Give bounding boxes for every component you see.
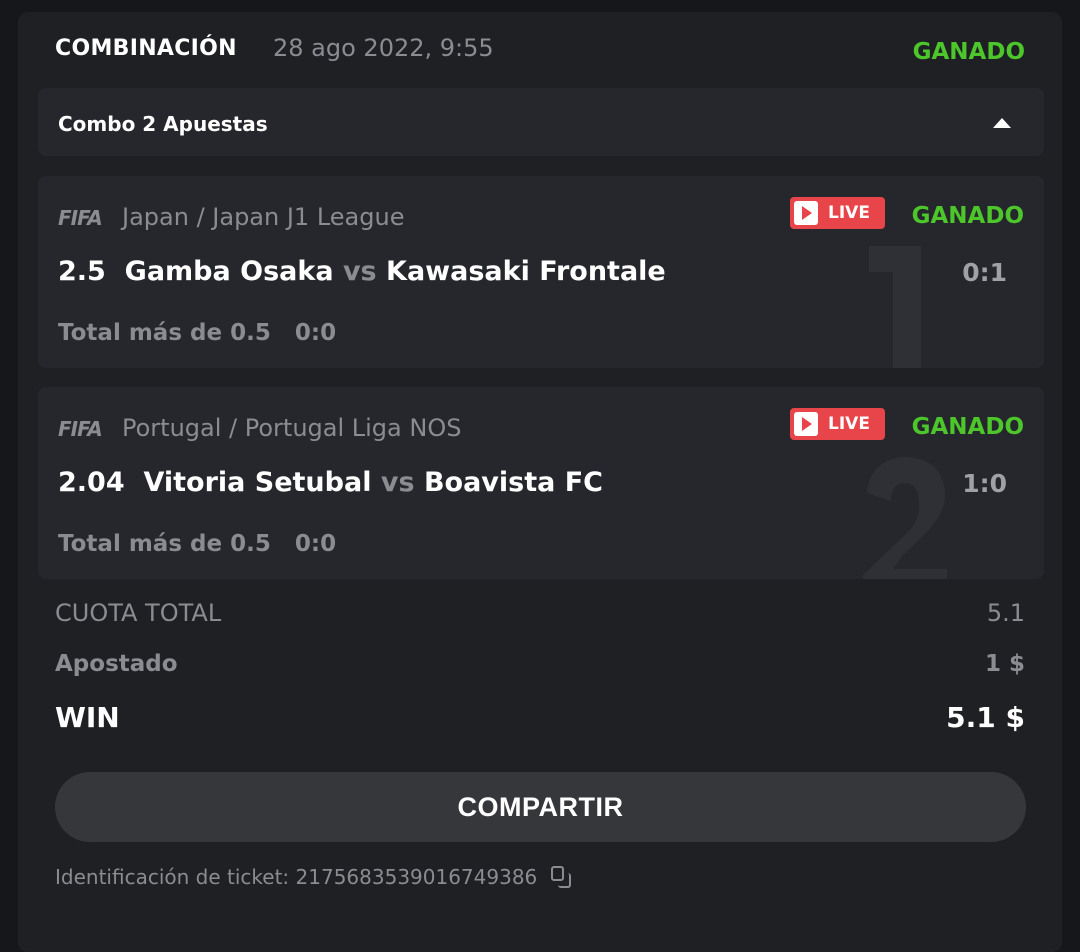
home-team: Gamba Osaka	[124, 256, 334, 287]
bet-index-digit-1	[869, 246, 921, 368]
share-button[interactable]: COMPARTIR	[55, 772, 1026, 842]
odds: 2.04	[58, 467, 125, 498]
bet-status: GANADO	[911, 203, 1024, 229]
total-odds-value: 5.1	[986, 599, 1025, 627]
live-label: LIVE	[828, 203, 870, 223]
staked-label: Apostado	[55, 651, 178, 677]
live-label: LIVE	[828, 414, 870, 434]
total-odds-row: CUOTA TOTAL 5.1	[55, 599, 1025, 627]
bet-index-watermark	[869, 246, 921, 368]
bet-date: 28 ago 2022, 9:55	[273, 34, 494, 62]
match: 2.5 Gamba Osaka vs Kawasaki Frontale	[58, 256, 666, 287]
away-team: Kawasaki Frontale	[386, 256, 666, 287]
play-icon	[794, 201, 818, 225]
fifa-icon: FIFA	[58, 417, 103, 441]
fifa-icon: FIFA	[58, 206, 103, 230]
market-score: 0:0	[294, 531, 337, 557]
bet-item: FIFA Portugal / Portugal Liga NOS LIVE G…	[38, 387, 1044, 579]
bet-type-title: COMBINACIÓN	[55, 36, 237, 61]
bet-item: FIFA Japan / Japan J1 League LIVE GANADO…	[38, 176, 1044, 368]
staked-value: 1 $	[984, 651, 1025, 677]
market-score: 0:0	[294, 320, 337, 346]
market: Total más de 0.5 0:0	[58, 531, 336, 557]
score: 1:0	[962, 469, 1007, 498]
vs: vs	[342, 256, 377, 287]
market: Total más de 0.5 0:0	[58, 320, 336, 346]
bet-index-watermark	[863, 457, 947, 579]
league: Japan / Japan J1 League	[122, 203, 405, 231]
home-team: Vitoria Setubal	[143, 467, 372, 498]
live-badge: LIVE	[790, 408, 885, 440]
bet-ticket-card: COMBINACIÓN 28 ago 2022, 9:55 GANADO Com…	[18, 12, 1062, 952]
copy-icon[interactable]	[551, 866, 573, 888]
ticket-id-label: Identificación de ticket:	[55, 865, 290, 889]
market-label: Total más de 0.5	[58, 531, 271, 557]
caret-up-icon[interactable]	[993, 118, 1011, 128]
win-label: WIN	[55, 701, 120, 734]
total-odds-label: CUOTA TOTAL	[55, 599, 222, 627]
vs: vs	[380, 467, 415, 498]
win-row: WIN 5.1 $	[55, 701, 1025, 734]
away-team: Boavista FC	[423, 467, 603, 498]
staked-row: Apostado 1 $	[55, 651, 1025, 677]
market-label: Total más de 0.5	[58, 320, 271, 346]
bet-index-digit-2	[863, 457, 947, 579]
ticket-id: Identificación de ticket: 21756835390167…	[55, 865, 537, 889]
league: Portugal / Portugal Liga NOS	[122, 414, 462, 442]
ticket-id-row: Identificación de ticket: 21756835390167…	[55, 865, 573, 889]
win-value: 5.1 $	[946, 701, 1025, 734]
play-icon	[794, 412, 818, 436]
match: 2.04 Vitoria Setubal vs Boavista FC	[58, 467, 603, 498]
ticket-id-value: 2175683539016749386	[295, 865, 538, 889]
odds: 2.5	[58, 256, 106, 287]
score: 0:1	[962, 258, 1007, 287]
live-badge: LIVE	[790, 197, 885, 229]
combo-toggle[interactable]: Combo 2 Apuestas	[38, 88, 1044, 156]
ticket-status: GANADO	[912, 39, 1025, 65]
combo-label: Combo 2 Apuestas	[58, 112, 268, 136]
bet-status: GANADO	[911, 414, 1024, 440]
